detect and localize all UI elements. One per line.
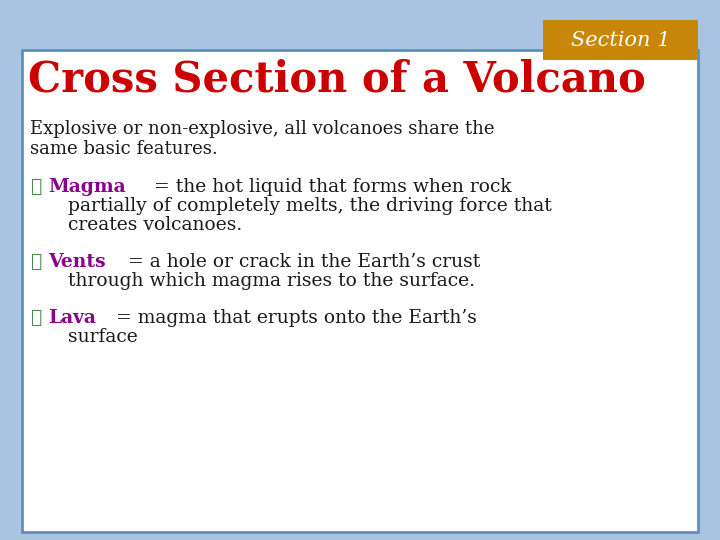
FancyBboxPatch shape (543, 20, 698, 60)
Text: = the hot liquid that forms when rock: = the hot liquid that forms when rock (148, 178, 512, 196)
Text: creates volcanoes.: creates volcanoes. (56, 216, 242, 234)
Text: same basic features.: same basic features. (30, 140, 217, 158)
Text: = a hole or crack in the Earth’s crust: = a hole or crack in the Earth’s crust (122, 253, 481, 271)
Text: = magma that erupts onto the Earth’s: = magma that erupts onto the Earth’s (109, 309, 477, 327)
FancyBboxPatch shape (22, 50, 698, 532)
Text: Section 1: Section 1 (571, 30, 670, 50)
Text: partially of completely melts, the driving force that: partially of completely melts, the drivi… (56, 197, 552, 215)
Text: ❖: ❖ (30, 178, 41, 196)
Text: ❖: ❖ (30, 253, 41, 271)
Text: Cross Section of a Volcano: Cross Section of a Volcano (28, 58, 646, 100)
Text: surface: surface (56, 328, 138, 346)
Text: Magma: Magma (48, 178, 125, 196)
Text: Explosive or non-explosive, all volcanoes share the: Explosive or non-explosive, all volcanoe… (30, 120, 495, 138)
Text: Lava: Lava (48, 309, 96, 327)
Text: Vents: Vents (48, 253, 106, 271)
Text: through which magma rises to the surface.: through which magma rises to the surface… (56, 272, 475, 290)
Text: ❖: ❖ (30, 309, 41, 327)
